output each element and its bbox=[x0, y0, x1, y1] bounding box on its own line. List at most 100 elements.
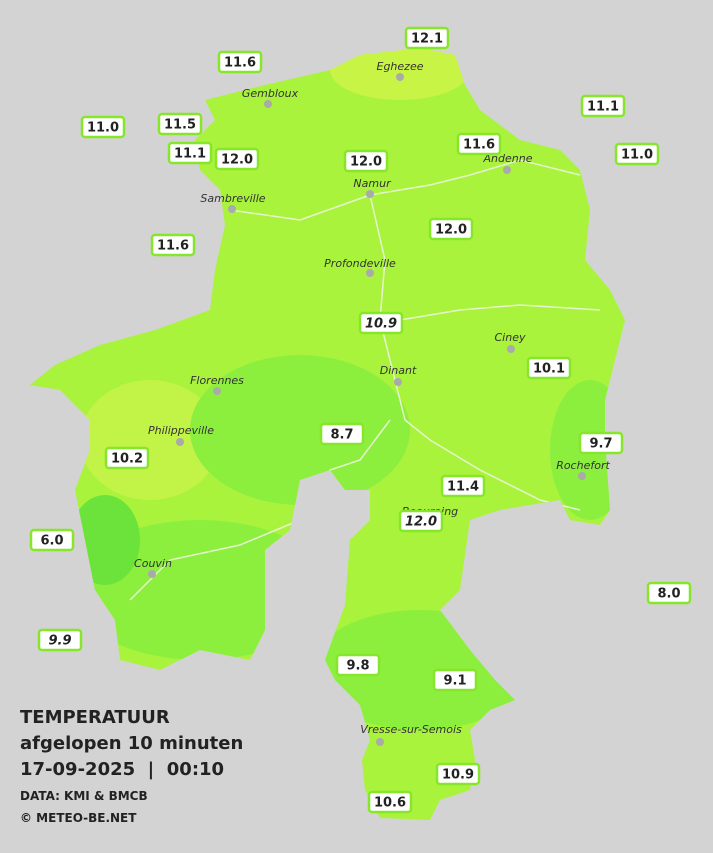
legend-source: DATA: KMI & BMCB bbox=[20, 789, 148, 803]
station-box bbox=[578, 431, 624, 455]
legend-title: TEMPERATUUR bbox=[20, 707, 170, 728]
station-box bbox=[150, 233, 196, 257]
station-box bbox=[435, 762, 481, 786]
station-box bbox=[80, 115, 126, 139]
station-value: 11.6 bbox=[224, 56, 256, 71]
station-box bbox=[335, 653, 381, 677]
station-box bbox=[398, 509, 444, 533]
city-dot bbox=[366, 269, 374, 277]
city-dot bbox=[366, 190, 374, 198]
station: 8.0 bbox=[646, 581, 692, 605]
station-value: 10.6 bbox=[374, 796, 406, 811]
city-label: Couvin bbox=[134, 557, 172, 570]
legend-copyright: © METEO-BE.NET bbox=[20, 811, 137, 825]
city-dot bbox=[228, 205, 236, 213]
city-dot bbox=[394, 378, 402, 386]
station-box bbox=[432, 668, 478, 692]
station: 10.9 bbox=[435, 762, 481, 786]
station-box bbox=[580, 94, 626, 118]
station-box bbox=[440, 474, 486, 498]
station-value: 12.0 bbox=[435, 223, 467, 238]
station: 11.0 bbox=[614, 142, 660, 166]
station: 10.2 bbox=[104, 446, 150, 470]
station-box bbox=[29, 528, 75, 552]
legend-subtitle: afgelopen 10 minuten bbox=[20, 733, 243, 754]
station-value: 10.9 bbox=[365, 317, 397, 332]
city-label: Sambreville bbox=[200, 192, 265, 205]
station: 8.7 bbox=[319, 422, 365, 446]
station-box bbox=[428, 217, 474, 241]
station-box bbox=[217, 50, 263, 74]
station-value: 11.5 bbox=[164, 118, 196, 133]
city-label: Ciney bbox=[495, 331, 526, 344]
station-box bbox=[343, 149, 389, 173]
station-value: 9.1 bbox=[443, 674, 466, 689]
station: 11.6 bbox=[217, 50, 263, 74]
station: 10.6 bbox=[367, 790, 413, 814]
city-dot bbox=[503, 166, 511, 174]
station: 12.0 bbox=[398, 509, 444, 533]
station: 12.0 bbox=[214, 147, 260, 171]
city-label: Gembloux bbox=[242, 87, 299, 100]
city-dot bbox=[213, 387, 221, 395]
city-label: Rochefort bbox=[556, 459, 610, 472]
city-dot bbox=[148, 570, 156, 578]
station-value: 6.0 bbox=[40, 534, 63, 549]
station-box bbox=[367, 790, 413, 814]
station: 12.0 bbox=[428, 217, 474, 241]
city-label: Vresse-sur-Semois bbox=[360, 723, 462, 736]
station-box bbox=[319, 422, 365, 446]
station-value: 10.1 bbox=[533, 362, 565, 377]
station-box bbox=[614, 142, 660, 166]
station: 9.1 bbox=[432, 668, 478, 692]
station-value: 11.0 bbox=[621, 148, 653, 163]
station: 11.0 bbox=[80, 115, 126, 139]
station-box bbox=[526, 356, 572, 380]
station: 11.6 bbox=[150, 233, 196, 257]
city-label: Philippeville bbox=[148, 424, 214, 437]
station: 11.1 bbox=[580, 94, 626, 118]
city-label: Florennes bbox=[190, 374, 244, 387]
station: 11.4 bbox=[440, 474, 486, 498]
station-box bbox=[157, 112, 203, 136]
station: 10.9 bbox=[358, 311, 404, 335]
station: 10.1 bbox=[526, 356, 572, 380]
station: 6.0 bbox=[29, 528, 75, 552]
city-dot bbox=[176, 438, 184, 446]
station-box bbox=[104, 446, 150, 470]
station-box bbox=[167, 141, 213, 165]
city-dot bbox=[396, 73, 404, 81]
station: 11.5 bbox=[157, 112, 203, 136]
station-value: 8.0 bbox=[657, 587, 680, 602]
station: 12.0 bbox=[343, 149, 389, 173]
station-box bbox=[456, 132, 502, 156]
station: 11.1 bbox=[167, 141, 213, 165]
station: 9.8 bbox=[335, 653, 381, 677]
station-value: 10.9 bbox=[442, 768, 474, 783]
station-value: 11.4 bbox=[447, 480, 479, 495]
station-box bbox=[214, 147, 260, 171]
city-label: Namur bbox=[353, 177, 392, 190]
station-value: 10.2 bbox=[111, 452, 143, 467]
station-value: 12.1 bbox=[411, 32, 443, 47]
city-label: Eghezee bbox=[377, 60, 424, 73]
station-box bbox=[404, 26, 450, 50]
station-value: 12.0 bbox=[405, 515, 437, 530]
station: 12.1 bbox=[404, 26, 450, 50]
station-value: 9.9 bbox=[48, 634, 71, 649]
station-value: 9.7 bbox=[589, 437, 612, 452]
station: 11.6 bbox=[456, 132, 502, 156]
station-value: 11.6 bbox=[463, 138, 495, 153]
city-dot bbox=[376, 738, 384, 746]
station-box bbox=[358, 311, 404, 335]
station-value: 12.0 bbox=[221, 153, 253, 168]
station-box bbox=[37, 628, 83, 652]
city-label: Profondeville bbox=[324, 257, 396, 270]
station-value: 11.1 bbox=[587, 100, 619, 115]
station-box bbox=[646, 581, 692, 605]
legend-datetime: 17-09-2025 | 00:10 bbox=[20, 759, 224, 780]
station-value: 12.0 bbox=[350, 155, 382, 170]
station-value: 11.0 bbox=[87, 121, 119, 136]
station: 9.7 bbox=[578, 431, 624, 455]
